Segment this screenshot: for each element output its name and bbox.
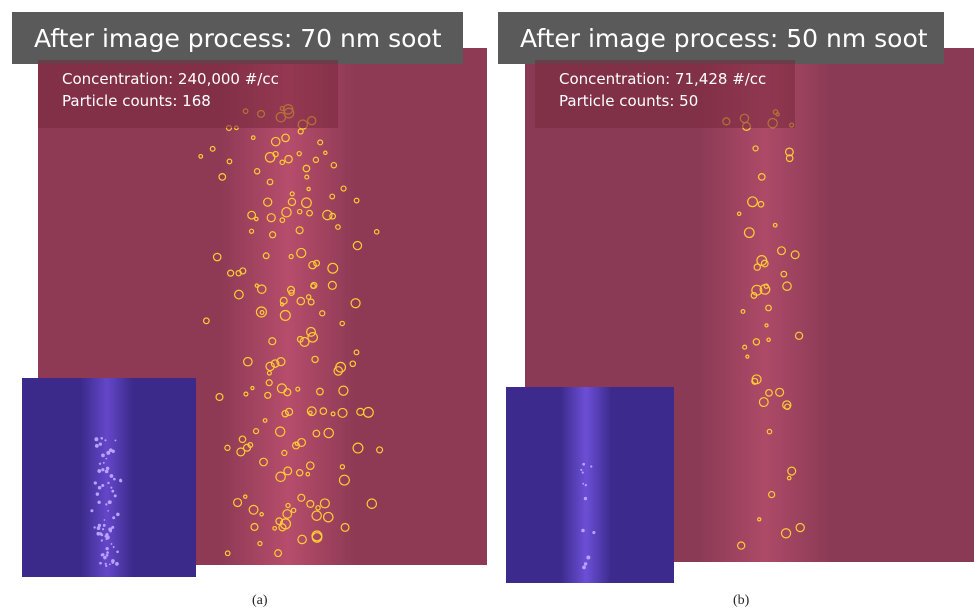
particle (103, 462, 105, 464)
particle (107, 482, 109, 484)
particle (115, 562, 119, 566)
particle (111, 490, 114, 493)
particle (590, 465, 592, 467)
particle (115, 439, 117, 441)
particle (99, 562, 102, 565)
particle (99, 463, 101, 465)
particle (101, 454, 105, 458)
particle-count: Particle counts: 50 (559, 90, 795, 112)
particle (113, 546, 115, 548)
particle (98, 524, 101, 527)
particle (94, 481, 97, 484)
particle (584, 497, 587, 500)
particle (97, 501, 100, 504)
particle (98, 486, 102, 490)
particle (106, 551, 109, 554)
info-box: Concentration: 71,428 #/cc Particle coun… (535, 60, 795, 128)
particle (90, 509, 93, 512)
particle (102, 528, 104, 530)
particle (101, 484, 104, 487)
raw-inset-b (506, 387, 674, 583)
particle (582, 463, 585, 466)
particle (114, 494, 117, 497)
particle (580, 469, 582, 471)
particle (101, 468, 104, 471)
caption: (b) (733, 593, 749, 609)
particle (116, 551, 119, 554)
background (22, 378, 196, 577)
particle (110, 474, 114, 478)
particle (103, 556, 106, 559)
particle (101, 539, 103, 541)
particle (112, 516, 115, 519)
panel-title: After image process: 70 nm soot (12, 12, 463, 64)
particle (111, 561, 114, 564)
particle (99, 442, 102, 445)
particle (101, 553, 104, 556)
concentration: Concentration: 240,000 #/cc (62, 68, 338, 90)
particle (105, 470, 109, 474)
particle (119, 479, 122, 482)
particle (105, 563, 107, 565)
particle (94, 437, 98, 441)
figure: After image process: 70 nm soot Concentr… (0, 0, 974, 614)
particle (104, 519, 106, 521)
particle (113, 478, 116, 481)
caption: (a) (252, 593, 268, 609)
particle (106, 554, 109, 557)
particle (108, 527, 112, 531)
particle (100, 437, 103, 440)
background (506, 387, 674, 583)
particle (95, 444, 99, 448)
particle (582, 566, 586, 570)
particle (592, 531, 595, 534)
particle-count: Particle counts: 168 (62, 90, 338, 112)
particle (585, 484, 587, 486)
particle (105, 503, 107, 505)
particle (582, 483, 584, 485)
particle (96, 492, 99, 495)
particle (582, 472, 584, 474)
particle (584, 562, 587, 565)
particle (110, 487, 112, 489)
particle (107, 510, 109, 512)
particle (105, 565, 107, 567)
particle (106, 547, 109, 550)
particle (93, 526, 95, 528)
particle (100, 533, 103, 536)
concentration: Concentration: 71,428 #/cc (559, 68, 795, 90)
panel-title: After image process: 50 nm soot (498, 12, 944, 64)
particle (586, 556, 590, 560)
raw-inset-a (22, 378, 196, 577)
particle (105, 538, 107, 540)
particle (110, 501, 112, 503)
info-box: Concentration: 240,000 #/cc Particle cou… (38, 60, 338, 128)
particle (104, 439, 106, 441)
particle (109, 563, 111, 565)
particle (105, 458, 107, 460)
particle (116, 513, 120, 517)
particle (97, 469, 101, 473)
particle (112, 450, 115, 453)
particle (581, 529, 585, 533)
particle (106, 451, 110, 455)
particle (111, 543, 113, 545)
particle (103, 524, 106, 527)
